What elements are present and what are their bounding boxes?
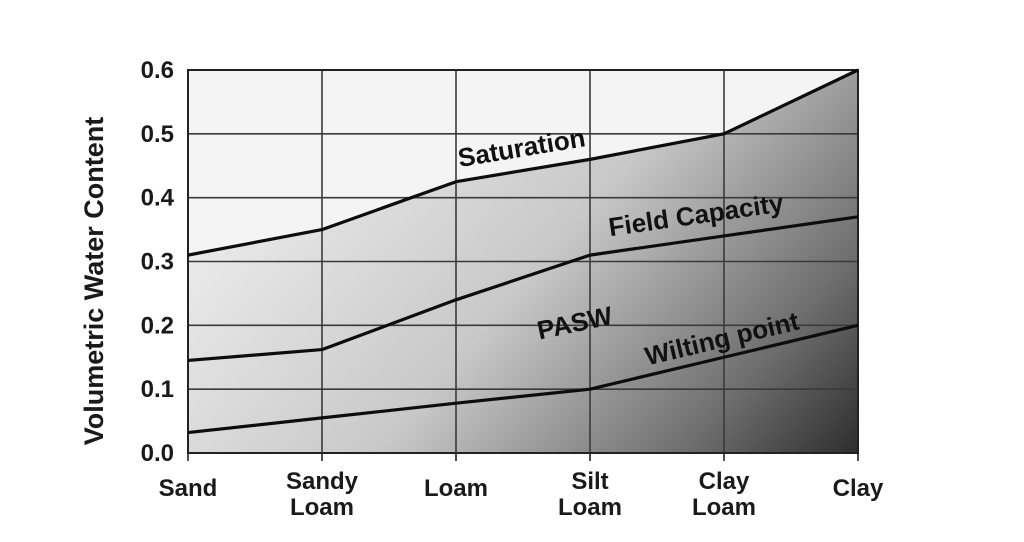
y-tick-label: 0.4 xyxy=(141,185,175,212)
x-tick-labels: Sand Sandy Loam Loam Silt Loam Clay Loam Clay xyxy=(159,468,884,521)
y-tick-label: 0.0 xyxy=(141,440,174,467)
x-tick-label: Clay xyxy=(833,475,884,502)
y-axis-label: Volumetric Water Content xyxy=(79,117,109,446)
series-lines xyxy=(187,68,859,435)
x-tick-label: Sandy Loam xyxy=(286,468,359,521)
y-tick-label: 0.3 xyxy=(141,249,174,276)
x-tick-label: Silt Loam xyxy=(558,468,622,521)
y-tick-label: 0.1 xyxy=(141,376,174,403)
gridlines xyxy=(187,69,859,461)
series-line-saturation xyxy=(187,68,859,257)
y-tick-labels: 0.0 0.1 0.2 0.3 0.4 0.5 0.6 xyxy=(141,57,175,467)
above-saturation-region xyxy=(188,70,858,256)
y-tick-label: 0.5 xyxy=(141,121,174,148)
y-tick-label: 0.2 xyxy=(141,312,174,339)
x-tick-label: Sand xyxy=(159,475,218,502)
x-tick-label: Clay Loam xyxy=(692,468,756,521)
x-tick-label: Loam xyxy=(424,475,488,502)
series-line-field-capacity xyxy=(187,215,859,363)
series-line-wilting-point xyxy=(187,323,859,435)
plot-border xyxy=(187,69,859,454)
y-tick-label: 0.6 xyxy=(141,57,174,84)
